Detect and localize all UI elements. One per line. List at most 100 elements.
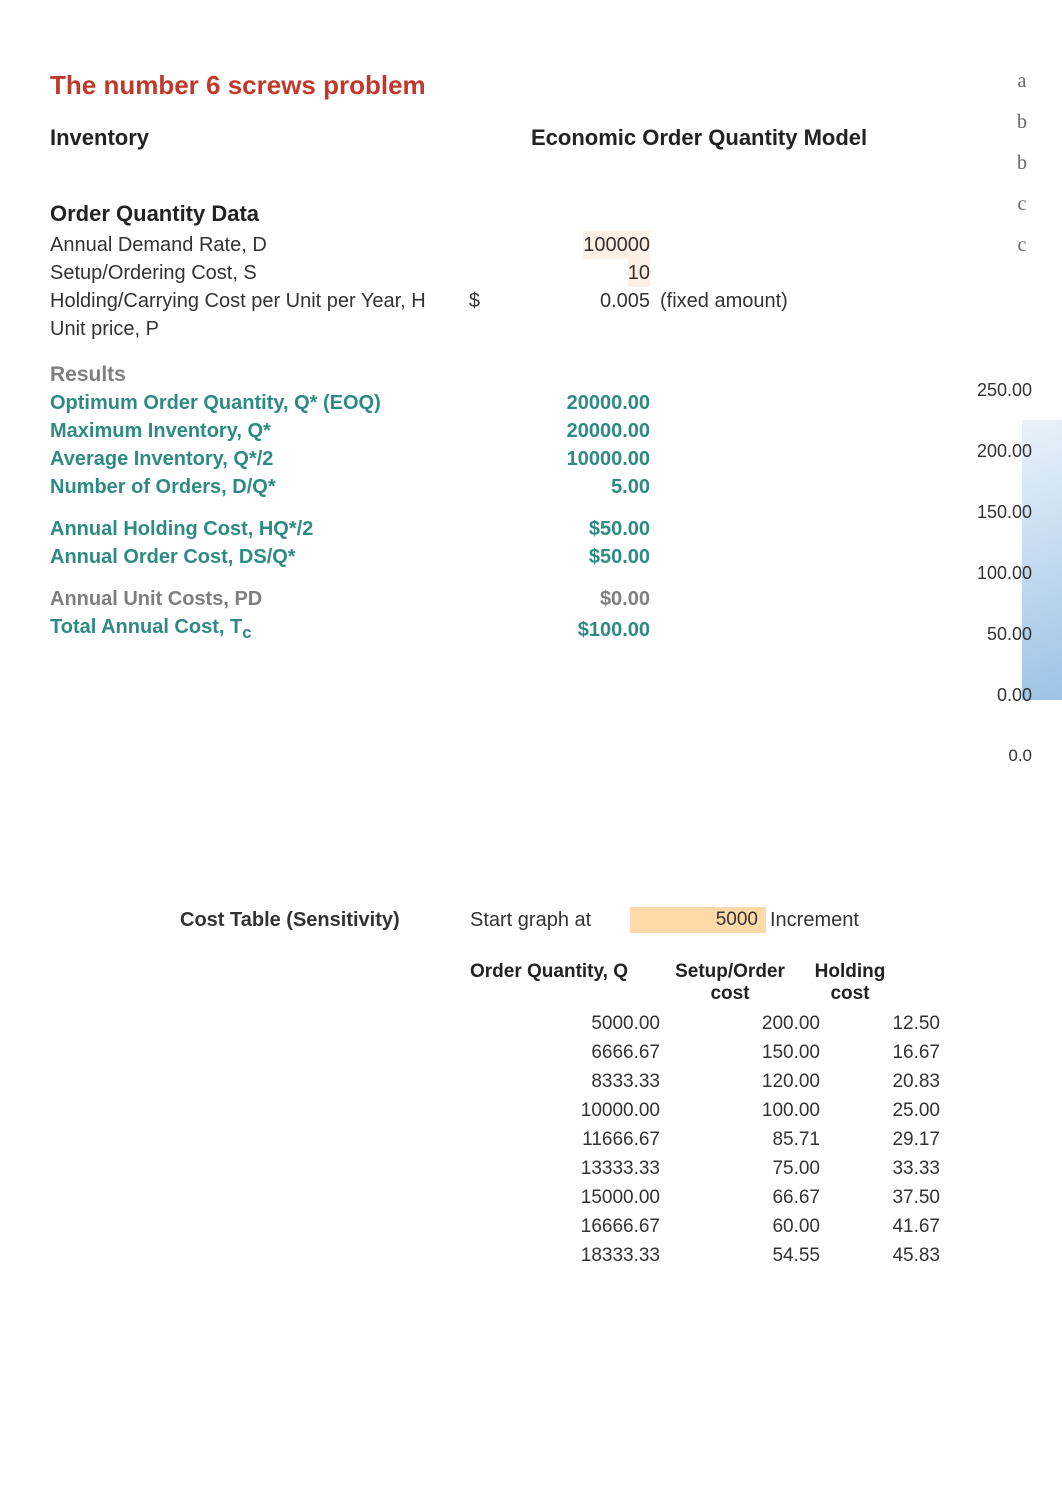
sens-qty: 10000.00 xyxy=(470,1096,680,1125)
result-value: $100.00 xyxy=(450,616,650,644)
result-row: Number of Orders, D/Q*5.00 xyxy=(50,473,1012,501)
oq-label: Setup/Ordering Cost, S xyxy=(50,259,450,287)
sens-setup: 100.00 xyxy=(680,1096,840,1125)
sens-qty: 5000.00 xyxy=(470,1009,680,1038)
results-heading: Results xyxy=(50,363,1012,387)
sensitivity-title: Cost Table (Sensitivity) xyxy=(180,909,470,932)
result-label: Number of Orders, D/Q* xyxy=(50,473,450,501)
sensitivity-row: 16666.6760.0041.67 xyxy=(470,1212,1012,1241)
sensitivity-table: Order Quantity, Q Setup/Order cost Holdi… xyxy=(470,961,1012,1270)
sens-holding: 29.17 xyxy=(840,1125,950,1154)
order-qty-rows: Annual Demand Rate, D100000Setup/Orderin… xyxy=(50,231,1012,343)
col-setup: Setup/Order cost xyxy=(660,961,800,1005)
oq-value[interactable]: 0.005 xyxy=(480,287,650,315)
order-qty-row: Setup/Ordering Cost, S 10 xyxy=(50,259,1012,287)
sens-holding: 33.33 xyxy=(840,1154,950,1183)
order-qty-row: Unit price, P xyxy=(50,315,1012,343)
sens-setup: 54.55 xyxy=(680,1241,840,1270)
col-qty: Order Quantity, Q xyxy=(470,961,660,1005)
result-row: Annual Order Cost, DS/Q*$50.00 xyxy=(50,543,1012,571)
result-label: Annual Unit Costs, PD xyxy=(50,585,450,613)
oq-label: Unit price, P xyxy=(50,315,450,343)
sens-qty: 13333.33 xyxy=(470,1154,680,1183)
result-value: 20000.00 xyxy=(450,389,650,417)
oq-label: Holding/Carrying Cost per Unit per Year,… xyxy=(50,287,450,315)
sens-qty: 18333.33 xyxy=(470,1241,680,1270)
results-group3: Annual Unit Costs, PD$0.00Total Annual C… xyxy=(50,585,1012,647)
result-value: 10000.00 xyxy=(450,445,650,473)
results-group1: Optimum Order Quantity, Q* (EOQ)20000.00… xyxy=(50,389,1012,501)
result-label: Maximum Inventory, Q* xyxy=(50,417,450,445)
oq-currency: $ xyxy=(450,287,480,315)
sensitivity-section: Cost Table (Sensitivity) Start graph at … xyxy=(50,907,1012,1270)
sens-holding: 20.83 xyxy=(840,1067,950,1096)
start-graph-value[interactable]: 5000 xyxy=(630,907,766,933)
right-icon-strip: a b b c c xyxy=(1002,70,1042,275)
result-value: $50.00 xyxy=(450,543,650,571)
start-graph-label: Start graph at xyxy=(470,909,630,932)
sens-holding: 25.00 xyxy=(840,1096,950,1125)
sensitivity-rows: 5000.00200.0012.506666.67150.0016.678333… xyxy=(470,1009,1012,1270)
sens-qty: 15000.00 xyxy=(470,1183,680,1212)
sensitivity-row: 11666.6785.7129.17 xyxy=(470,1125,1012,1154)
header-right: Economic Order Quantity Model xyxy=(531,125,1012,151)
ytick: 150.00 xyxy=(932,502,1032,523)
sensitivity-row: 5000.00200.0012.50 xyxy=(470,1009,1012,1038)
result-row: Annual Holding Cost, HQ*/2$50.00 xyxy=(50,515,1012,543)
sens-holding: 41.67 xyxy=(840,1212,950,1241)
result-value: $0.00 xyxy=(450,585,650,613)
order-qty-row: Holding/Carrying Cost per Unit per Year,… xyxy=(50,287,1012,315)
sens-setup: 66.67 xyxy=(680,1183,840,1212)
order-qty-row: Annual Demand Rate, D 100000 xyxy=(50,231,1012,259)
sens-holding: 45.83 xyxy=(840,1241,950,1270)
result-label: Annual Order Cost, DS/Q* xyxy=(50,543,450,571)
icon-c2: c xyxy=(1002,234,1042,257)
header-left: Inventory xyxy=(50,125,531,151)
sensitivity-table-head: Order Quantity, Q Setup/Order cost Holdi… xyxy=(470,961,1012,1005)
sens-holding: 12.50 xyxy=(840,1009,950,1038)
sens-qty: 8333.33 xyxy=(470,1067,680,1096)
oq-label: Annual Demand Rate, D xyxy=(50,231,450,259)
ytick: 0.00 xyxy=(932,685,1032,706)
ytick: 100.00 xyxy=(932,563,1032,584)
sens-qty: 6666.67 xyxy=(470,1038,680,1067)
result-row: Annual Unit Costs, PD$0.00 xyxy=(50,585,1012,613)
result-value: $50.00 xyxy=(450,515,650,543)
sensitivity-row: 8333.33120.0020.83 xyxy=(470,1067,1012,1096)
col-holding: Holding cost xyxy=(800,961,900,1005)
sens-setup: 60.00 xyxy=(680,1212,840,1241)
sens-qty: 11666.67 xyxy=(470,1125,680,1154)
icon-c1: c xyxy=(1002,193,1042,216)
oq-value[interactable]: 100000 xyxy=(480,231,650,259)
icon-b1: b xyxy=(1002,111,1042,134)
results-block: Results Optimum Order Quantity, Q* (EOQ)… xyxy=(50,363,1012,647)
xtick-origin: 0.0 xyxy=(932,746,1032,766)
sens-setup: 150.00 xyxy=(680,1038,840,1067)
problem-title: The number 6 screws problem xyxy=(50,70,1012,101)
sensitivity-row: 13333.3375.0033.33 xyxy=(470,1154,1012,1183)
icon-a: a xyxy=(1002,70,1042,93)
sensitivity-row: 10000.00100.0025.00 xyxy=(470,1096,1012,1125)
sens-setup: 75.00 xyxy=(680,1154,840,1183)
result-value: 20000.00 xyxy=(450,417,650,445)
sens-setup: 120.00 xyxy=(680,1067,840,1096)
sensitivity-row: 15000.0066.6737.50 xyxy=(470,1183,1012,1212)
sens-holding: 16.67 xyxy=(840,1038,950,1067)
sensitivity-row: 18333.3354.5545.83 xyxy=(470,1241,1012,1270)
increment-label: Increment xyxy=(766,909,859,932)
result-row: Maximum Inventory, Q*20000.00 xyxy=(50,417,1012,445)
result-label: Annual Holding Cost, HQ*/2 xyxy=(50,515,450,543)
oq-value[interactable]: 10 xyxy=(480,259,650,287)
sens-qty: 16666.67 xyxy=(470,1212,680,1241)
sens-setup: 85.71 xyxy=(680,1125,840,1154)
result-label: Average Inventory, Q*/2 xyxy=(50,445,450,473)
page-container: a b b c c The number 6 screws problem In… xyxy=(0,0,1062,1320)
result-label: Total Annual Cost, Tc xyxy=(50,613,450,647)
result-value: 5.00 xyxy=(450,473,650,501)
oq-note: (fixed amount) xyxy=(650,287,788,315)
result-label: Optimum Order Quantity, Q* (EOQ) xyxy=(50,389,450,417)
ytick: 250.00 xyxy=(932,380,1032,401)
ytick: 200.00 xyxy=(932,441,1032,462)
sens-setup: 200.00 xyxy=(680,1009,840,1038)
header-row: Inventory Economic Order Quantity Model xyxy=(50,125,1012,151)
